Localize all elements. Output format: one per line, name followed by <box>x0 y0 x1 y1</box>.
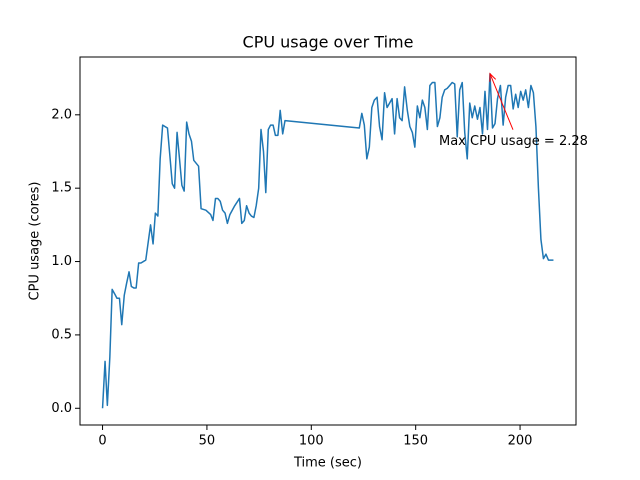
x-tick-label: 200 <box>508 434 533 449</box>
y-tick-label: 0.0 <box>51 401 72 416</box>
arrow-head <box>489 72 497 82</box>
y-axis-label: CPU usage (cores) <box>28 182 43 301</box>
y-tick-label: 2.0 <box>51 107 72 122</box>
x-tick-label: 100 <box>299 434 324 449</box>
chart-title: CPU usage over Time <box>243 33 414 52</box>
plot-frame <box>79 56 577 426</box>
x-tick-label: 150 <box>403 434 428 449</box>
x-tick-label: 0 <box>98 434 106 449</box>
x-axis-label: Time (sec) <box>293 456 362 471</box>
y-tick-label: 1.0 <box>51 254 72 269</box>
x-tick-label: 50 <box>199 434 216 449</box>
y-tick-label: 0.5 <box>51 327 72 342</box>
y-tick-label: 1.5 <box>51 181 72 196</box>
data-line <box>101 72 554 409</box>
annotation-text: Max CPU usage = 2.28 <box>439 134 588 149</box>
annotation-arrow <box>489 73 514 130</box>
